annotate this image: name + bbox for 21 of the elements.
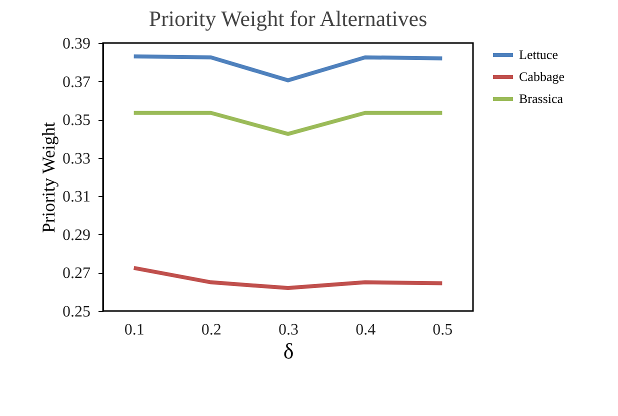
x-tick-label: 0.4 — [356, 322, 376, 338]
x-tick-label: 0.2 — [201, 322, 222, 338]
line-series — [132, 54, 444, 82]
chart-title: Priority Weight for Alternatives — [148, 6, 428, 31]
y-tick-label: 0.33 — [62, 150, 90, 168]
legend-label: Cabbage — [519, 69, 565, 84]
x-tick-label: 0.5 — [432, 322, 453, 338]
y-tick-label: 0.37 — [62, 74, 90, 91]
y-tick-label: 0.35 — [62, 112, 90, 130]
x-axis-title: δ — [283, 338, 294, 364]
line-series — [132, 266, 444, 290]
x-tick-label: 0.3 — [278, 322, 298, 338]
y-tick-label: 0.29 — [62, 226, 90, 244]
legend-label: Lettuce — [519, 47, 558, 62]
x-tick-label: 0.1 — [124, 322, 144, 338]
y-axis-title: Priority Weight — [38, 122, 58, 233]
legend-label: Brassica — [519, 91, 564, 106]
y-tick-label: 0.27 — [62, 265, 90, 282]
y-tick-label: 0.31 — [62, 188, 90, 206]
y-tick-label: 0.25 — [62, 304, 90, 320]
y-tick-label: 0.39 — [62, 36, 90, 52]
